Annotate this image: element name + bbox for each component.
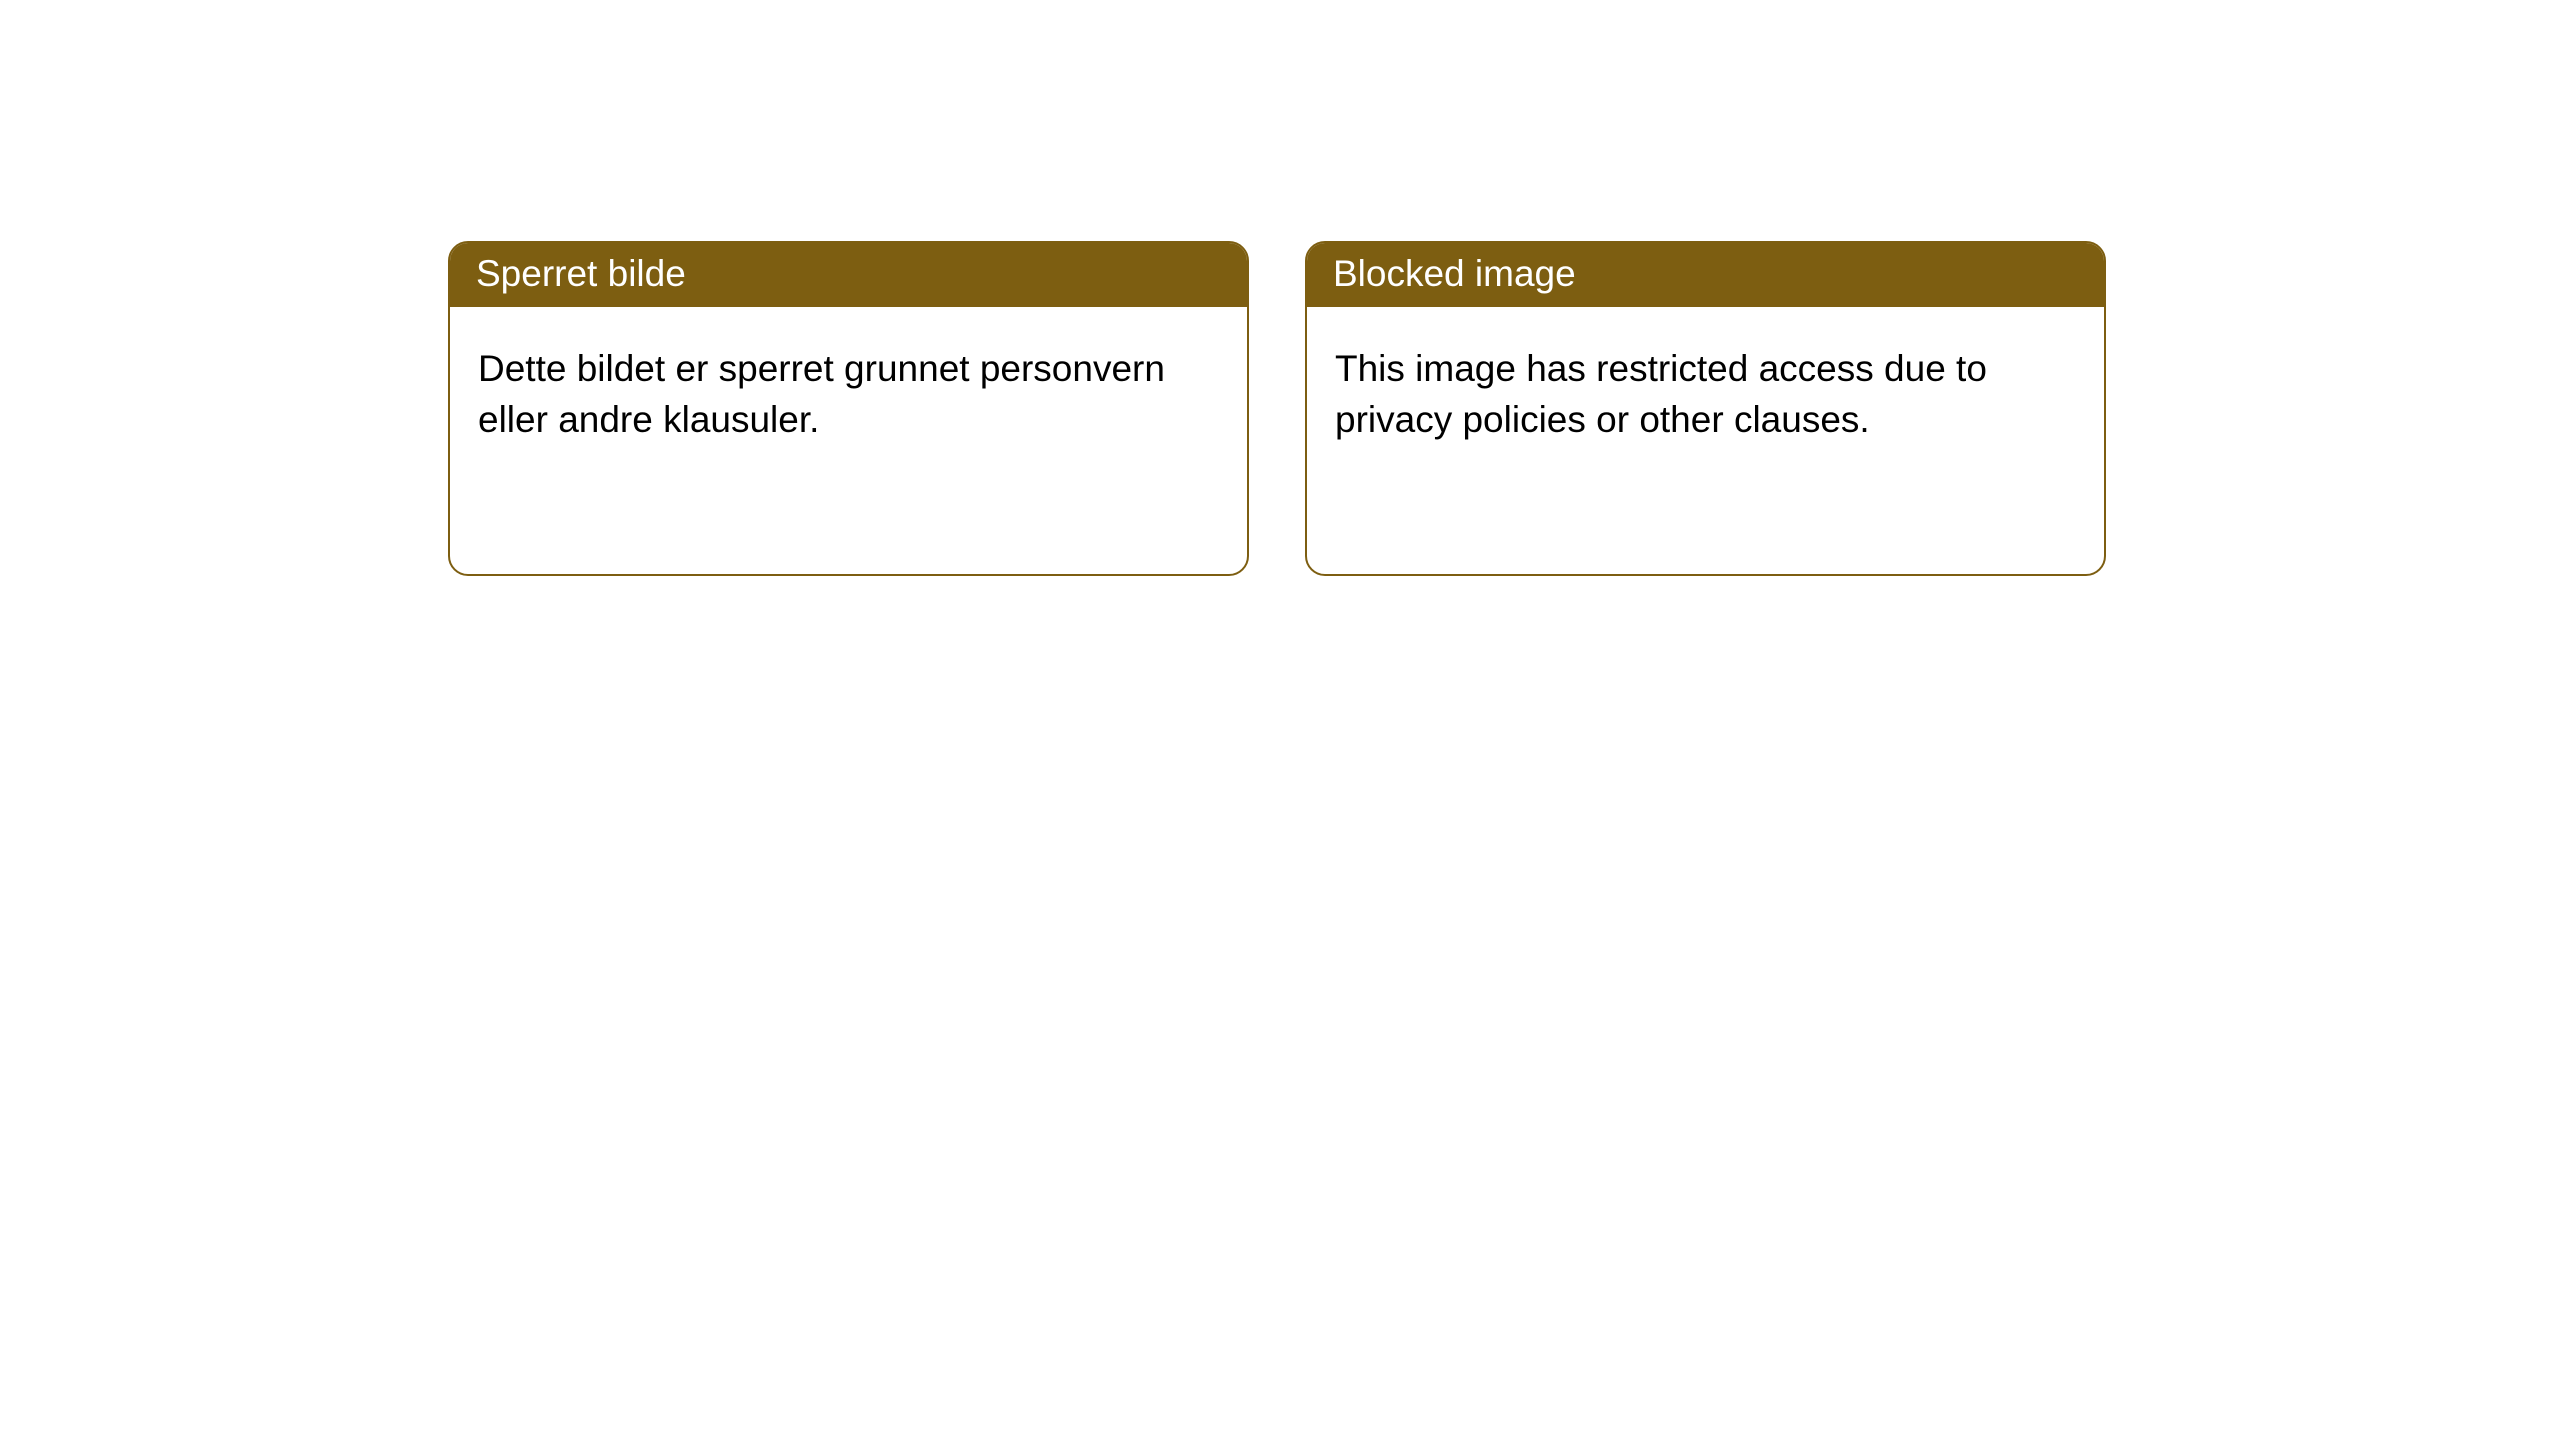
notice-body: Dette bildet er sperret grunnet personve… [450, 307, 1247, 481]
notice-title: Sperret bilde [476, 253, 686, 294]
notice-card-english: Blocked image This image has restricted … [1305, 241, 2106, 576]
notice-container: Sperret bilde Dette bildet er sperret gr… [0, 0, 2560, 576]
notice-body: This image has restricted access due to … [1307, 307, 2104, 481]
notice-header: Blocked image [1307, 243, 2104, 307]
notice-body-text: This image has restricted access due to … [1335, 348, 1987, 440]
notice-card-norwegian: Sperret bilde Dette bildet er sperret gr… [448, 241, 1249, 576]
notice-title: Blocked image [1333, 253, 1576, 294]
notice-body-text: Dette bildet er sperret grunnet personve… [478, 348, 1165, 440]
notice-header: Sperret bilde [450, 243, 1247, 307]
